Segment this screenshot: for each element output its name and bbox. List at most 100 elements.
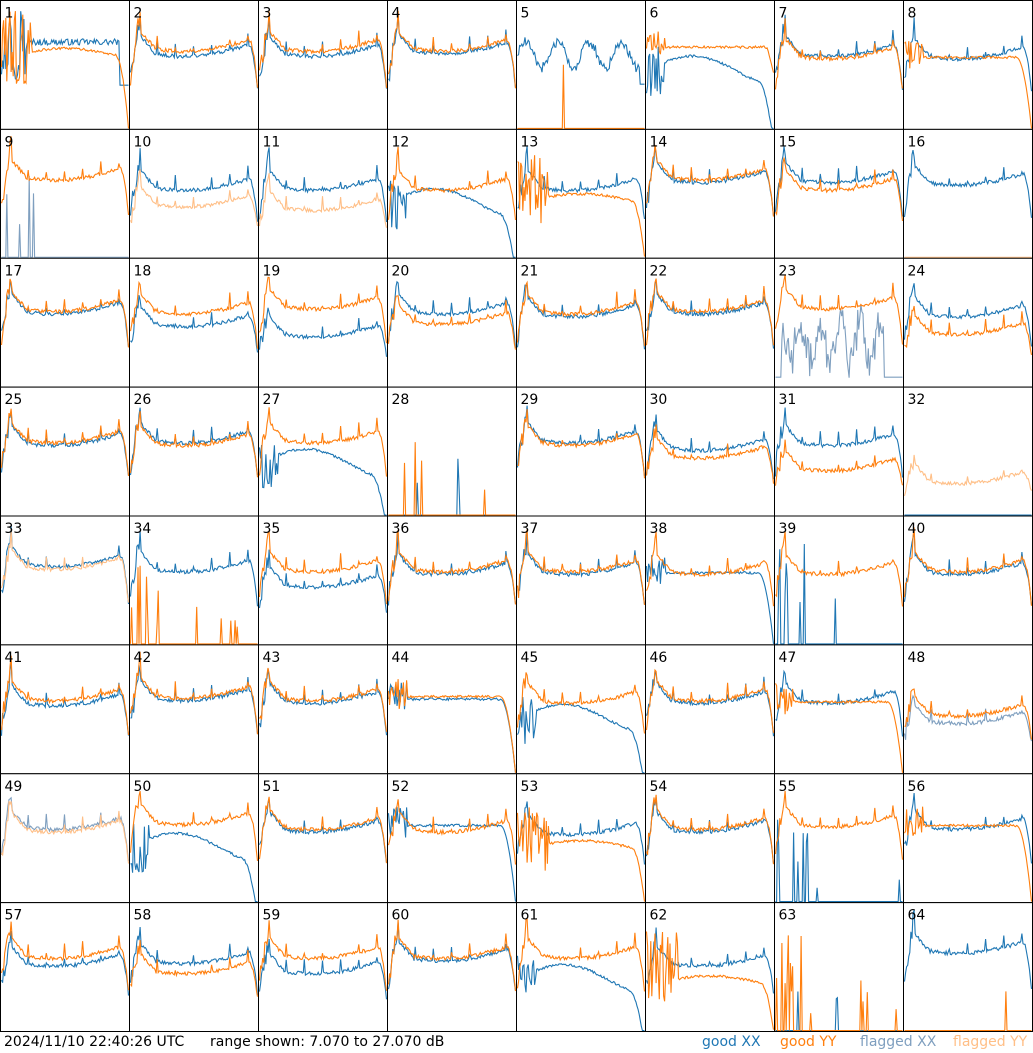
series-xx-good bbox=[258, 147, 388, 223]
panel-37: 37 bbox=[516, 515, 646, 646]
panel-frame bbox=[0, 257, 130, 388]
panel-53: 53 bbox=[516, 773, 646, 904]
series-yy-flagged bbox=[0, 528, 130, 603]
panel-29: 29 bbox=[516, 386, 646, 517]
series-yy-good bbox=[387, 529, 517, 605]
series-xx-good bbox=[0, 11, 129, 86]
series-yy-good bbox=[258, 407, 388, 477]
panel-label: 30 bbox=[650, 392, 668, 408]
panel-12: 12 bbox=[387, 128, 517, 259]
panel-label: 38 bbox=[650, 521, 668, 537]
series-xx-good bbox=[775, 543, 903, 645]
panel-label: 47 bbox=[779, 650, 797, 666]
series-yy-good bbox=[516, 672, 646, 734]
panel-20: 20 bbox=[387, 257, 517, 388]
panel-36: 36 bbox=[387, 515, 517, 646]
panel-label: 9 bbox=[5, 134, 14, 150]
series-xx-flagged bbox=[903, 694, 1033, 742]
panel-frame bbox=[0, 644, 130, 775]
panel-label: 25 bbox=[5, 392, 23, 408]
series-yy-good bbox=[129, 565, 258, 645]
panel-label: 26 bbox=[134, 392, 152, 408]
panel-label: 21 bbox=[521, 263, 539, 279]
panel-label: 41 bbox=[5, 650, 23, 666]
panel-49: 49 bbox=[0, 773, 130, 904]
panel-frame bbox=[387, 773, 517, 904]
series-yy-good bbox=[129, 651, 259, 735]
panel-label: 1 bbox=[5, 6, 14, 22]
panel-label: 46 bbox=[650, 650, 668, 666]
series-yy-flagged bbox=[903, 454, 1032, 497]
series-xx-good bbox=[130, 295, 259, 353]
panel-64: 64 bbox=[903, 902, 1033, 1032]
panel-frame bbox=[258, 773, 388, 904]
series-yy-good bbox=[0, 278, 130, 348]
panel-51: 51 bbox=[258, 773, 388, 904]
panel-label: 45 bbox=[521, 650, 539, 666]
panel-59: 59 bbox=[258, 902, 388, 1032]
panel-label: 64 bbox=[908, 908, 926, 924]
series-xx-good bbox=[130, 823, 258, 903]
series-xx-good bbox=[774, 407, 904, 478]
panel-label: 53 bbox=[521, 779, 539, 795]
panel-frame bbox=[516, 0, 646, 130]
panel-label: 44 bbox=[392, 650, 410, 666]
panel-55: 55 bbox=[774, 773, 904, 904]
panel-label: 37 bbox=[521, 521, 539, 537]
panel-label: 23 bbox=[779, 263, 797, 279]
timestamp: 2024/11/10 22:40:26 UTC bbox=[4, 1034, 185, 1050]
panel-label: 56 bbox=[908, 779, 926, 795]
series-xx-good bbox=[517, 37, 645, 85]
legend-good-yy: good YY bbox=[780, 1034, 837, 1050]
series-yy-good bbox=[0, 655, 130, 736]
series-xx-good bbox=[517, 696, 645, 774]
panel-label: 50 bbox=[134, 779, 152, 795]
panel-23: 23 bbox=[774, 257, 904, 388]
panel-frame bbox=[516, 257, 646, 388]
panel-frame bbox=[645, 902, 775, 1032]
panel-frame bbox=[645, 644, 775, 775]
series-yy-good bbox=[387, 799, 517, 865]
panel-30: 30 bbox=[645, 386, 775, 517]
series-yy-good bbox=[645, 531, 775, 607]
series-yy-good bbox=[387, 679, 517, 773]
panel-24: 24 bbox=[903, 257, 1033, 388]
series-yy-good bbox=[258, 920, 388, 991]
series-yy-flagged bbox=[129, 168, 259, 227]
panel-label: 55 bbox=[779, 779, 797, 795]
panel-label: 43 bbox=[263, 650, 281, 666]
panel-frame bbox=[258, 515, 388, 646]
series-yy-good bbox=[904, 688, 1033, 740]
panel-label: 6 bbox=[650, 6, 659, 22]
panel-frame bbox=[129, 0, 259, 130]
series-xx-good bbox=[774, 146, 904, 217]
panel-11: 11 bbox=[258, 128, 388, 259]
series-yy-good bbox=[645, 144, 775, 217]
series-yy-good bbox=[774, 18, 904, 90]
panel-frame bbox=[258, 128, 388, 259]
series-xx-good bbox=[387, 280, 517, 349]
panel-label: 20 bbox=[392, 263, 410, 279]
panel-frame bbox=[516, 386, 646, 517]
panel-frame bbox=[0, 773, 130, 904]
panel-label: 48 bbox=[908, 650, 926, 666]
panel-57: 57 bbox=[0, 902, 130, 1032]
panel-frame bbox=[129, 386, 259, 517]
panel-label: 7 bbox=[779, 6, 788, 22]
panel-label: 39 bbox=[779, 521, 797, 537]
panel-label: 61 bbox=[521, 908, 539, 924]
panel-label: 62 bbox=[650, 908, 668, 924]
series-yy-good bbox=[517, 155, 646, 257]
series-yy-good bbox=[904, 41, 1033, 129]
panel-label: 42 bbox=[134, 650, 152, 666]
panel-8: 8 bbox=[903, 0, 1033, 130]
series-yy-good bbox=[0, 136, 130, 216]
panel-label: 34 bbox=[134, 521, 152, 537]
footer-bar: 2024/11/10 22:40:26 UTC range shown: 7.0… bbox=[0, 1032, 1033, 1053]
series-xx-good bbox=[645, 414, 775, 480]
panel-label: 13 bbox=[521, 134, 539, 150]
panel-label: 11 bbox=[263, 134, 281, 150]
panel-frame bbox=[903, 902, 1033, 1032]
panel-21: 21 bbox=[516, 257, 646, 388]
